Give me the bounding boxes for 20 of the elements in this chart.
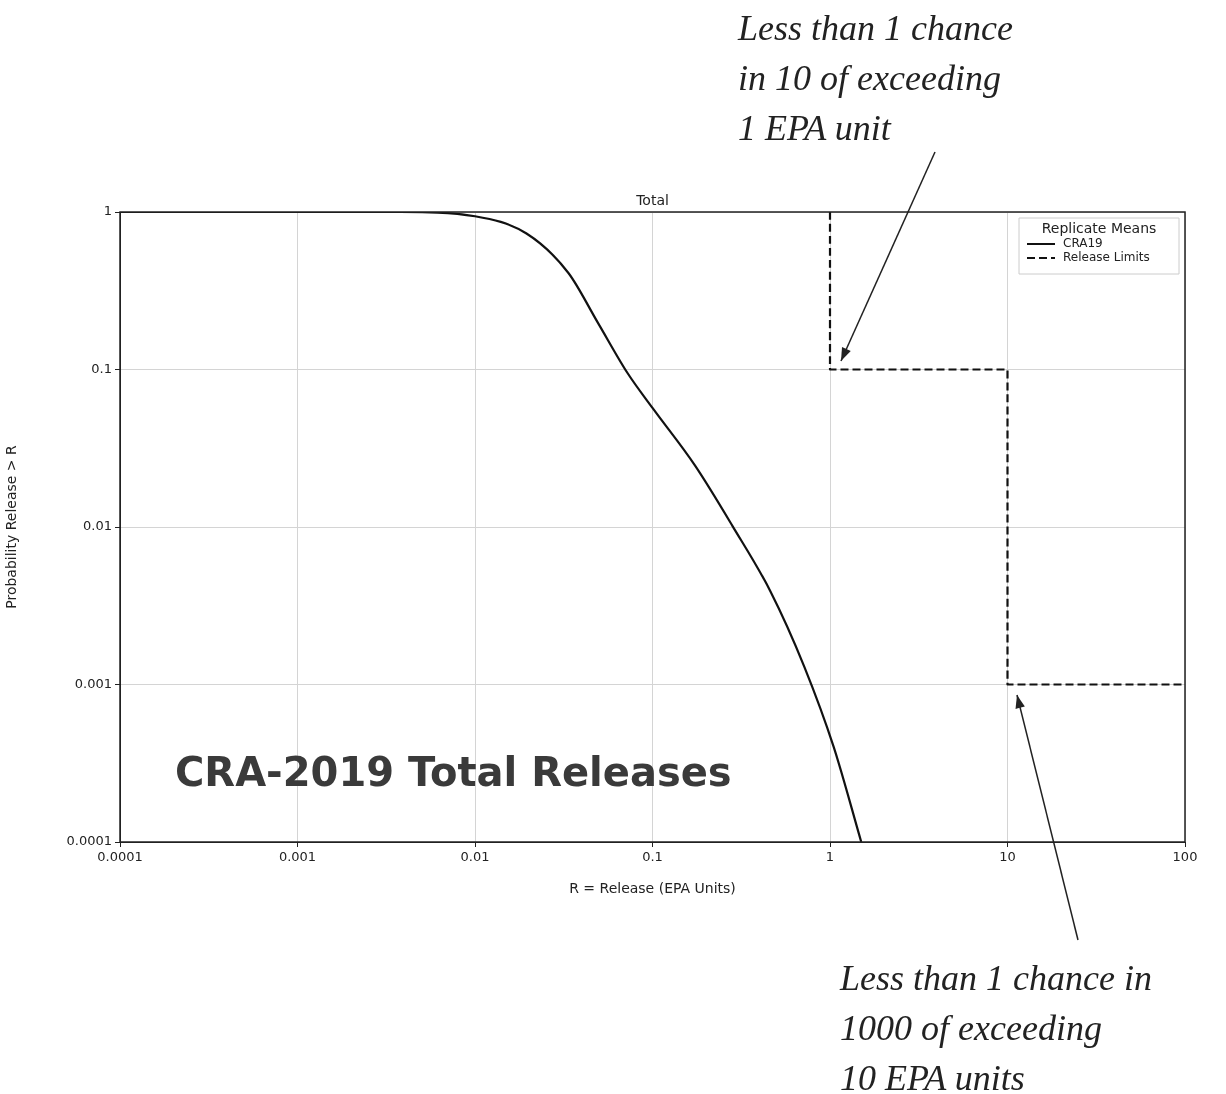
legend-label: Release Limits [1063, 250, 1150, 265]
text: Less than 1 chance in 1000 of exceeding 10 EPA units [839, 958, 1152, 1094]
chart-title: Total [635, 191, 669, 208]
y-tick-label: 0.001 [74, 675, 112, 691]
x-tick-label: 0.01 [460, 849, 490, 865]
y-tick-label: 0.1 [91, 360, 112, 376]
y-tick-label: 0.0001 [66, 833, 112, 849]
y-tick-label: 1 [103, 203, 112, 219]
y-axis-title: Probability Release > R [3, 444, 20, 609]
text: Less than 1 chance in 10 of exceeding 1 EPA unit [737, 8, 1013, 148]
legend-label: CRA19 [1063, 236, 1103, 251]
x-tick-label: 0.1 [642, 849, 663, 865]
x-tick-label: 10 [999, 849, 1016, 865]
x-tick-label: 1 [825, 849, 835, 865]
legend-title: Replicate Means [1041, 219, 1157, 236]
annotation: CRA-2019 Total Releases [175, 749, 732, 795]
y-tick-label: 0.01 [83, 518, 112, 534]
x-axis-title: R = Release (EPA Units) [569, 880, 736, 897]
x-tick-label: 0.001 [278, 849, 317, 865]
x-tick-label: 100 [1172, 849, 1198, 865]
